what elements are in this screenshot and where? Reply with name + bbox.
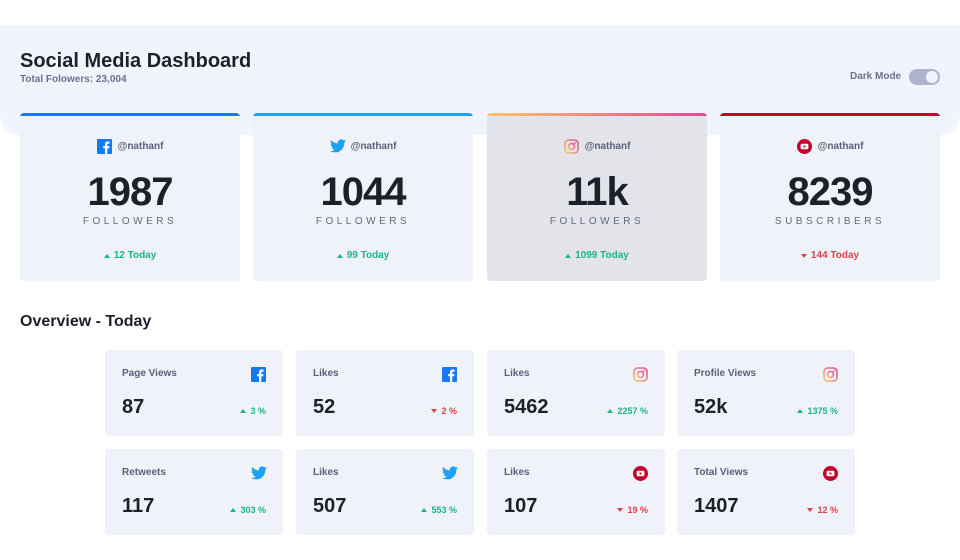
total-followers: Total Folowers: 23,004 (20, 74, 127, 85)
metric-value: 507 (313, 495, 347, 517)
overview-card-youtube-likes[interactable]: Likes 107 19 % (487, 449, 665, 535)
metric-percent: 2 % (441, 406, 457, 416)
overview-card-facebook-likes[interactable]: Likes 52 2 % (296, 350, 474, 436)
twitter-icon (251, 466, 267, 481)
metric-change: 3 % (240, 406, 266, 416)
facebook-icon (251, 367, 266, 382)
instagram-icon (563, 139, 579, 154)
metric-percent: 2257 % (617, 406, 648, 416)
arrow-up-icon (607, 409, 614, 413)
metric-change: 2257 % (607, 406, 648, 416)
metric-value: 1407 (694, 495, 739, 517)
instagram-icon (633, 367, 648, 382)
follower-label: FOLLOWERS (315, 216, 411, 227)
youtube-icon (823, 466, 838, 481)
follower-label: FOLLOWERS (82, 216, 178, 227)
today-change: 144 Today (720, 250, 940, 261)
overview-card-twitter-retweets[interactable]: Retweets 117 303 % (105, 449, 283, 535)
arrow-down-icon (617, 508, 624, 512)
arrow-up-icon (336, 253, 343, 258)
today-value: 144 Today (810, 250, 860, 261)
follower-label: FOLLOWERS (549, 216, 645, 227)
subscriber-label: SUBSCRIBERS (774, 216, 886, 227)
arrow-up-icon (797, 409, 804, 413)
metric-label: Profile Views (694, 368, 757, 379)
today-change: 1099 Today (487, 250, 707, 261)
card-accent-bar (20, 113, 240, 116)
card-handle: @nathanf (117, 141, 164, 152)
overview-card-facebook-page-views[interactable]: Page Views 87 3 % (105, 350, 283, 436)
follower-count: 11k (566, 170, 629, 214)
arrow-down-icon (800, 253, 807, 258)
instagram-icon (823, 367, 838, 382)
facebook-icon (96, 139, 112, 154)
card-youtube[interactable]: @nathanf 8239 SUBSCRIBERS 144 Today (720, 113, 940, 281)
today-value: 12 Today (113, 250, 157, 261)
arrow-up-icon (230, 508, 237, 512)
today-change: 12 Today (20, 250, 240, 261)
arrow-up-icon (240, 409, 247, 413)
metric-change: 1375 % (797, 406, 838, 416)
card-twitter[interactable]: @nathanf 1044 FOLLOWERS 99 Today (253, 113, 473, 281)
metric-percent: 553 % (431, 505, 457, 515)
arrow-down-icon (807, 508, 814, 512)
toggle-knob (926, 71, 938, 83)
overview-card-instagram-profile-views[interactable]: Profile Views 52k 1375 % (677, 350, 855, 436)
card-accent-bar (720, 113, 940, 116)
arrow-down-icon (431, 409, 438, 413)
dark-mode-label: Dark Mode (850, 71, 902, 82)
subscriber-count: 8239 (787, 170, 874, 214)
metric-value: 52k (694, 396, 728, 418)
metric-percent: 3 % (250, 406, 266, 416)
twitter-icon (442, 466, 458, 481)
metric-label: Page Views (122, 368, 177, 379)
follower-count: 1044 (320, 170, 407, 214)
facebook-icon (442, 367, 457, 382)
today-value: 99 Today (346, 250, 390, 261)
dark-mode-toggle[interactable] (909, 69, 940, 85)
card-handle: @nathanf (584, 141, 631, 152)
arrow-up-icon (103, 253, 110, 258)
metric-change: 12 % (807, 505, 838, 515)
card-handle: @nathanf (350, 141, 397, 152)
metric-percent: 1375 % (807, 406, 838, 416)
twitter-icon (329, 139, 346, 154)
metric-percent: 19 % (627, 505, 648, 515)
metric-value: 52 (313, 396, 336, 418)
metric-label: Total Views (694, 467, 749, 478)
metric-value: 117 (122, 495, 155, 517)
overview-title: Overview - Today (20, 313, 152, 330)
metric-value: 107 (504, 495, 538, 517)
metric-percent: 12 % (817, 505, 838, 515)
metric-change: 19 % (617, 505, 648, 515)
metric-change: 553 % (421, 505, 457, 515)
metric-label: Retweets (122, 467, 166, 478)
page-title: Social Media Dashboard (20, 50, 252, 72)
metric-change: 2 % (431, 406, 457, 416)
arrow-up-icon (421, 508, 428, 512)
overview-card-youtube-total-views[interactable]: Total Views 1407 12 % (677, 449, 855, 535)
metric-label: Likes (313, 368, 339, 379)
metric-value: 87 (122, 396, 145, 418)
card-instagram[interactable]: @nathanf 11k FOLLOWERS 1099 Today (487, 113, 707, 281)
arrow-up-icon (565, 253, 572, 258)
overview-card-twitter-likes[interactable]: Likes 507 553 % (296, 449, 474, 535)
metric-change: 303 % (230, 505, 266, 515)
today-change: 99 Today (253, 250, 473, 261)
metric-label: Likes (504, 368, 530, 379)
youtube-icon (633, 466, 648, 481)
card-facebook[interactable]: @nathanf 1987 FOLLOWERS 12 Today (20, 113, 240, 281)
overview-card-instagram-likes[interactable]: Likes 5462 2257 % (487, 350, 665, 436)
youtube-icon (796, 139, 812, 154)
metric-value: 5462 (504, 396, 549, 418)
metric-label: Likes (313, 467, 339, 478)
metric-label: Likes (504, 467, 530, 478)
today-value: 1099 Today (575, 250, 629, 261)
card-accent-bar (487, 113, 707, 116)
card-handle: @nathanf (817, 141, 864, 152)
follower-count: 1987 (87, 170, 174, 214)
metric-percent: 303 % (240, 505, 266, 515)
card-accent-bar (253, 113, 473, 116)
